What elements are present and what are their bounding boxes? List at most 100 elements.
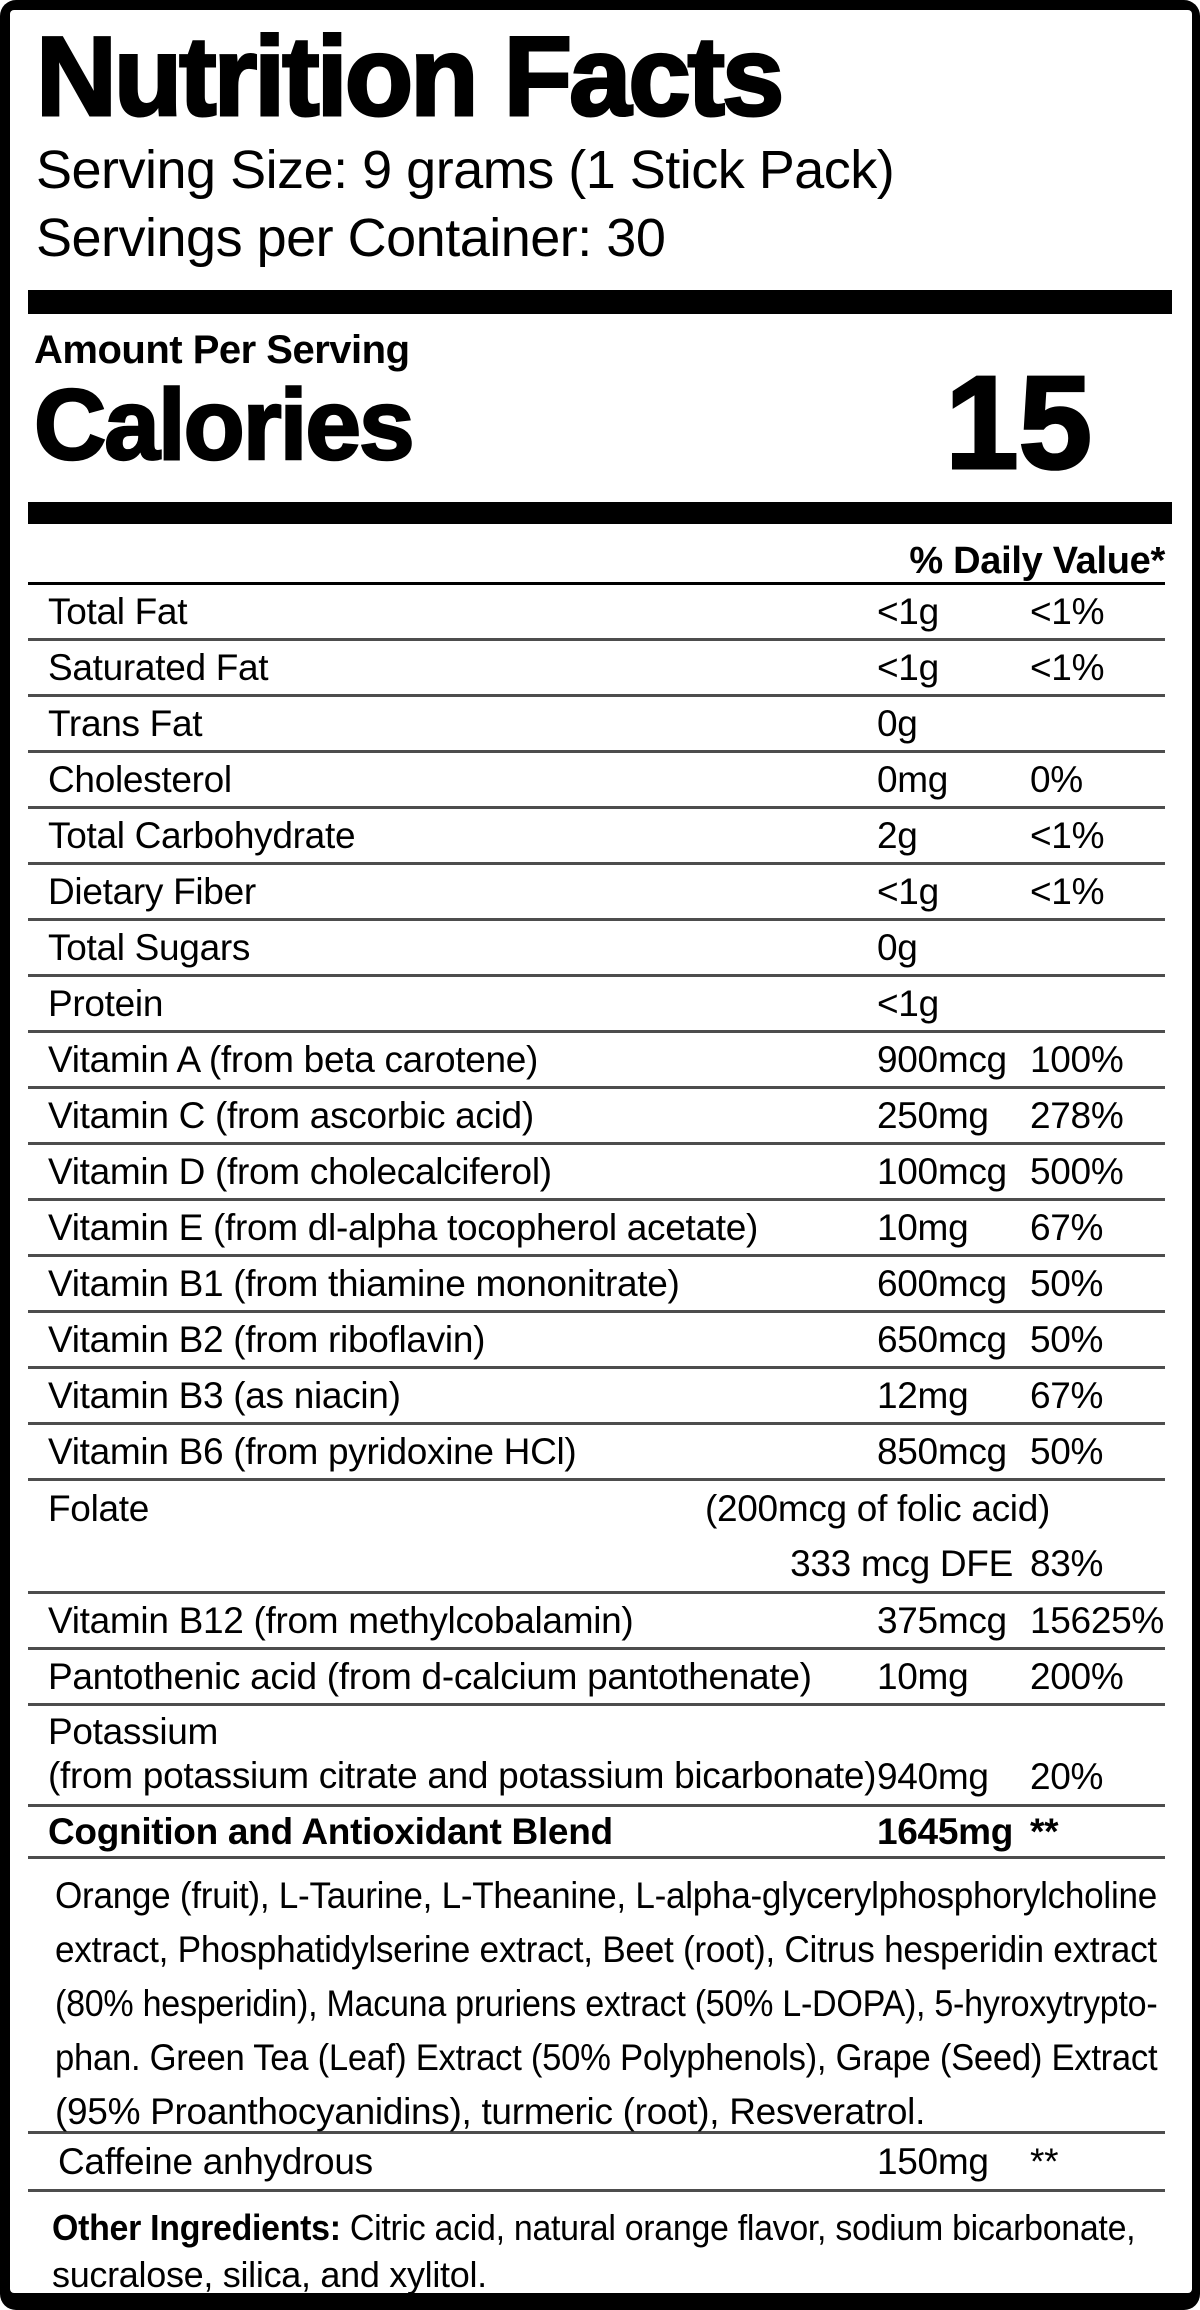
- amount-per-serving-label: Amount Per Serving: [34, 328, 410, 372]
- serving-size: Serving Size: 9 grams (1 Stick Pack): [36, 140, 895, 200]
- nutrient-row: Trans Fat 0g: [28, 697, 1165, 753]
- nutrient-row: Pantothenic acid (from d-calcium pantoth…: [28, 1650, 1165, 1706]
- potassium-source: (from potassium citrate and potassium bi…: [48, 1755, 877, 1796]
- nutrient-name: Saturated Fat: [48, 646, 269, 688]
- nutrient-amount: 900mcg: [877, 1038, 1007, 1080]
- nutrient-name: Dietary Fiber: [48, 870, 256, 912]
- nutrient-row: Vitamin B12 (from methylcobalamin) 375mc…: [28, 1594, 1165, 1650]
- blend-description-line: extract, Phosphatidylserine extract, Bee…: [55, 1929, 1157, 1970]
- nutrient-amount: 0g: [877, 702, 918, 744]
- nutrient-amount: 10mg: [877, 1655, 969, 1697]
- nutrient-dv: 67%: [1030, 1374, 1104, 1416]
- nutrient-amount: 12mg: [877, 1374, 969, 1416]
- nutrient-amount: 150mg: [877, 2140, 989, 2182]
- folate-line2: 333 mcg DFE 83%: [28, 1536, 1165, 1591]
- nutrient-dv: 0%: [1030, 758, 1083, 800]
- thick-divider-bar: [28, 502, 1172, 524]
- page-title: Nutrition Facts: [35, 14, 786, 139]
- calories-value: 15: [944, 349, 1094, 496]
- nutrient-row: Total Sugars 0g: [28, 921, 1165, 977]
- nutrient-amount: <1g: [877, 982, 939, 1024]
- other-ingredients-rest: Citric acid, natural orange flavor, sodi…: [340, 2207, 1136, 2248]
- nutrient-amount: 650mcg: [877, 1318, 1007, 1360]
- nutrient-amount: 375mcg: [877, 1599, 1007, 1641]
- folate-line1: Folate (200mcg of folic acid): [28, 1481, 1165, 1536]
- nutrient-amount: 100mcg: [877, 1150, 1007, 1192]
- nutrient-amount: 600mcg: [877, 1262, 1007, 1304]
- nutrient-row: Protein <1g: [28, 977, 1165, 1033]
- nutrient-dv: 50%: [1030, 1318, 1104, 1360]
- nutrient-dv: 50%: [1030, 1262, 1104, 1304]
- nutrient-name: Potassium (from potassium citrate and po…: [28, 1710, 877, 1798]
- nutrient-amount: 333 mcg DFE: [790, 1542, 1013, 1584]
- nutrient-name: Total Sugars: [48, 926, 251, 968]
- nutrient-dv: 20%: [1030, 1756, 1104, 1797]
- nutrient-amount: 2g: [877, 814, 918, 856]
- nutrient-dv: <1%: [1030, 646, 1105, 688]
- nutrient-name: Vitamin B1 (from thiamine mononitrate): [48, 1262, 680, 1304]
- blend-description-line: (80% hesperidin), Macuna pruriens extrac…: [55, 1983, 1158, 2024]
- nutrient-name: Vitamin D (from cholecalciferol): [48, 1150, 552, 1192]
- nutrient-amount: <1g: [877, 870, 939, 912]
- nutrient-row: Vitamin E (from dl-alpha tocopherol acet…: [28, 1201, 1165, 1257]
- nutrient-name: Vitamin A (from beta carotene): [48, 1038, 539, 1080]
- blend-amount: 1645mg: [877, 1810, 1014, 1852]
- label-header: Nutrition Facts Serving Size: 9 grams (1…: [10, 10, 1192, 272]
- nutrient-name: Total Carbohydrate: [48, 814, 356, 856]
- nutrient-name: Trans Fat: [48, 702, 203, 744]
- nutrient-name: Caffeine anhydrous: [58, 2140, 373, 2182]
- blend-name: Cognition and Antioxidant Blend: [48, 1810, 613, 1852]
- blend-dv: **: [1030, 1810, 1059, 1852]
- nutrient-amount: 0g: [877, 926, 918, 968]
- nutrient-dv: 100%: [1030, 1038, 1124, 1080]
- blend-description-line: phan. Green Tea (Leaf) Extract (50% Poly…: [55, 2037, 1158, 2078]
- nutrient-name: Vitamin E (from dl-alpha tocopherol acet…: [48, 1206, 759, 1248]
- nutrient-name: Pantothenic acid (from d-calcium pantoth…: [48, 1655, 812, 1697]
- potassium-name: Potassium: [48, 1711, 219, 1752]
- nutrient-row: Vitamin B2 (from riboflavin) 650mcg 50%: [28, 1313, 1165, 1369]
- nutrient-amount: 0mg: [877, 758, 949, 800]
- nutrient-dv: 278%: [1030, 1094, 1124, 1136]
- nutrient-dv: 67%: [1030, 1206, 1104, 1248]
- nutrient-dv: **: [1030, 2140, 1059, 2182]
- nutrients-table: % Daily Value* Total Fat <1g <1% Saturat…: [28, 524, 1165, 2293]
- nutrient-rows-main: Total Fat <1g <1% Saturated Fat <1g <1% …: [28, 585, 1165, 1481]
- label-panel: Nutrition Facts Serving Size: 9 grams (1…: [10, 10, 1192, 2293]
- nutrient-name: Vitamin B6 (from pyridoxine HCl): [48, 1430, 577, 1472]
- nutrient-amount: 850mcg: [877, 1430, 1007, 1472]
- nutrient-name: Vitamin B2 (from riboflavin): [48, 1318, 486, 1360]
- nutrient-row: Cholesterol 0mg 0%: [28, 753, 1165, 809]
- calories-section: Amount Per Serving Calories 15: [10, 326, 1192, 496]
- other-ingredients: Other Ingredients: Citric acid, natural …: [28, 2192, 1165, 2293]
- nutrient-row: Dietary Fiber <1g <1%: [28, 865, 1165, 921]
- nutrient-name: Folate: [48, 1487, 150, 1529]
- nutrient-name: Protein: [48, 982, 164, 1024]
- nutrient-amount: 940mg: [877, 1756, 989, 1797]
- nutrient-amount: <1g: [877, 590, 939, 632]
- nutrient-dv: <1%: [1030, 814, 1105, 856]
- nutrient-dv: 500%: [1030, 1150, 1124, 1192]
- nutrient-name: Cholesterol: [48, 758, 232, 800]
- nutrient-dv: <1%: [1030, 590, 1105, 632]
- nutrient-name: Vitamin C (from ascorbic acid): [48, 1094, 534, 1136]
- other-ingredients-prefix: Other Ingredients:: [52, 2207, 341, 2248]
- nutrient-row-folate: Folate (200mcg of folic acid) 333 mcg DF…: [28, 1481, 1165, 1594]
- nutrient-row-caffeine: Caffeine anhydrous 150mg **: [28, 2134, 1165, 2192]
- nutrient-dv: 50%: [1030, 1430, 1104, 1472]
- thick-divider-bar: [28, 290, 1172, 314]
- nutrient-amount: 10mg: [877, 1206, 969, 1248]
- other-ingredients-line1: Other Ingredients: Citric acid, natural …: [52, 2204, 1136, 2251]
- nutrient-dv: 15625%: [1030, 1599, 1164, 1641]
- nutrient-row: Total Fat <1g <1%: [28, 585, 1165, 641]
- blend-description: Orange (fruit), L-Taurine, L-Theanine, L…: [28, 1859, 1165, 2134]
- nutrient-row: Vitamin D (from cholecalciferol) 100mcg …: [28, 1145, 1165, 1201]
- nutrient-row: Total Carbohydrate 2g <1%: [28, 809, 1165, 865]
- nutrient-row: Vitamin C (from ascorbic acid) 250mg 278…: [28, 1089, 1165, 1145]
- nutrient-dv: <1%: [1030, 870, 1105, 912]
- calories-label: Calories: [33, 369, 416, 481]
- nutrient-name: Total Fat: [48, 590, 188, 632]
- blend-description-line: (95% Proanthocyanidins), turmeric (root)…: [55, 2091, 926, 2132]
- daily-value-header: % Daily Value*: [28, 524, 1165, 585]
- nutrient-amount: 250mg: [877, 1094, 989, 1136]
